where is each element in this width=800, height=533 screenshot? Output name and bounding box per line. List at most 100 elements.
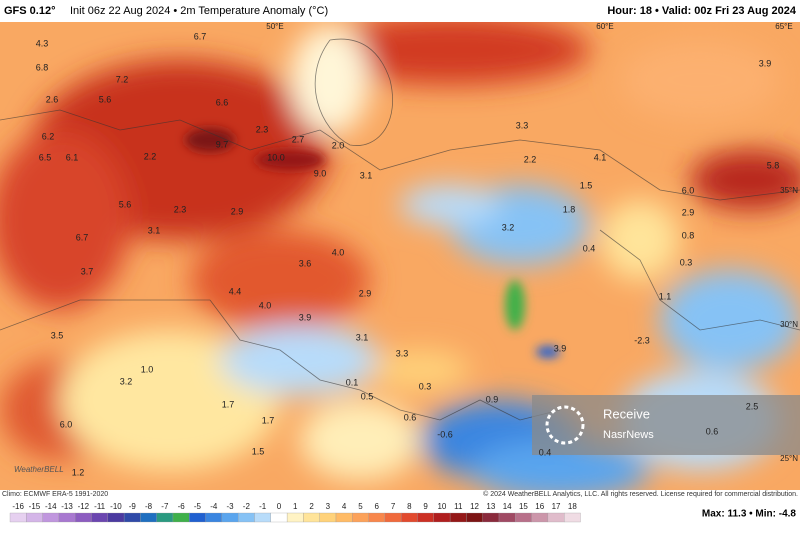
map-value: 0.5 <box>361 391 374 401</box>
colorbar-swatch <box>482 512 500 523</box>
map-value: 6.6 <box>216 97 229 107</box>
colorbar-swatch <box>515 512 532 523</box>
map-value: 0.6 <box>706 426 719 436</box>
colorbar-swatch <box>9 512 27 523</box>
colorbar-tick: -7 <box>161 502 169 511</box>
map-value: 3.9 <box>759 58 772 68</box>
map-value: 1.1 <box>659 291 672 301</box>
map-value: 9.0 <box>314 168 327 178</box>
colorbar-tick: 8 <box>407 502 412 511</box>
map-value: 6.7 <box>194 31 207 41</box>
colorbar-tick: 5 <box>358 502 363 511</box>
colorbar: -16 -15 -14 -13 -12 -11 -10 -9 -8 -7 -6 -5 -4 -3 -2 -1 0… <box>9 502 581 523</box>
colorbar-tick: -10 <box>110 502 122 511</box>
map-value: 7.2 <box>116 74 129 84</box>
colorbar-swatch <box>221 512 239 523</box>
colorbar-swatch <box>238 512 255 523</box>
colorbar-tick: -16 <box>12 502 24 511</box>
map-value: 3.1 <box>356 332 369 342</box>
map-value: 0.4 <box>539 447 552 457</box>
map-value: 0.3 <box>419 381 432 391</box>
map-value: 2.3 <box>256 124 269 134</box>
map-value: 2.9 <box>359 288 372 298</box>
watermark: Receive NasrNews <box>532 395 800 455</box>
valid-time: Hour: 18 • Valid: 00z Fri 23 Aug 2024 <box>607 5 797 17</box>
map-value: 2.3 <box>174 204 187 214</box>
map-value: 2.9 <box>231 206 244 216</box>
map-value: 6.8 <box>36 62 49 72</box>
map-value: 6.5 <box>39 152 52 162</box>
colorbar-tick: -5 <box>194 502 202 511</box>
map-value: 4.3 <box>36 38 49 48</box>
colorbar-swatch <box>75 512 92 523</box>
map-value: 3.1 <box>148 225 161 235</box>
map-value: -0.6 <box>437 429 453 439</box>
map-value: 9.7 <box>216 139 229 149</box>
map-value: 1.0 <box>141 364 154 374</box>
map-value: 4.1 <box>594 152 607 162</box>
colorbar-tick: -2 <box>243 502 251 511</box>
colorbar-swatch <box>498 512 516 523</box>
map-value: 0.3 <box>680 257 693 267</box>
map-value: 2.6 <box>46 94 59 104</box>
colorbar-tick: -14 <box>45 502 57 511</box>
stats: Max: 11.3 • Min: -4.8 <box>702 509 797 520</box>
map-value: 6.2 <box>42 131 55 141</box>
map-value: 3.7 <box>81 266 94 276</box>
colorbar-tick: 2 <box>309 502 314 511</box>
colorbar-swatch <box>335 512 353 523</box>
map-value: 3.3 <box>516 120 529 130</box>
colorbar-tick: 14 <box>503 502 512 511</box>
colorbar-tick: -15 <box>29 502 41 511</box>
colorbar-swatch <box>401 512 418 523</box>
map-value: 5.8 <box>767 160 780 170</box>
colorbar-tick: 11 <box>454 502 463 511</box>
copyright: © 2024 WeatherBELL Analytics, LLC. All r… <box>483 490 798 498</box>
map-value: 1.2 <box>72 467 85 477</box>
map-value: 2.2 <box>144 151 157 161</box>
coordinate-label: 25°N <box>780 454 798 463</box>
colorbar-tick: 6 <box>375 502 380 511</box>
colorbar-tick: -13 <box>61 502 73 511</box>
colorbar-tick: 13 <box>486 502 495 511</box>
colorbar-tick: 15 <box>519 502 528 511</box>
colorbar-swatch <box>270 512 288 523</box>
colorbar-tick: 7 <box>391 502 396 511</box>
watermark-box <box>532 395 800 455</box>
map-value: 2.0 <box>332 140 345 150</box>
colorbar-tick: -9 <box>129 502 137 511</box>
colorbar-swatch <box>564 512 581 523</box>
map-value: 3.1 <box>360 170 373 180</box>
colorbar-tick: -3 <box>226 502 234 511</box>
map-value: 0.1 <box>346 377 359 387</box>
colorbar-swatch <box>156 512 174 523</box>
colorbar-tick: 1 <box>293 502 298 511</box>
map-value: 5.6 <box>119 199 132 209</box>
watermark-text: NasrNews <box>603 429 654 441</box>
map-value: 0.6 <box>404 412 417 422</box>
colorbar-tick: -8 <box>145 502 153 511</box>
coordinate-label: 30°N <box>780 320 798 329</box>
colorbar-swatch <box>140 512 157 523</box>
coordinate-label: 60°E <box>596 22 613 31</box>
map-value: 0.4 <box>583 243 596 253</box>
colorbar-swatch <box>466 512 483 523</box>
title: Init 06z 22 Aug 2024 • 2m Temperature An… <box>70 5 328 17</box>
map-value: 2.2 <box>524 154 537 164</box>
watermark-text: Receive <box>603 406 650 421</box>
colorbar-swatch <box>303 512 320 523</box>
colorbar-tick: 12 <box>470 502 479 511</box>
colorbar-tick: 18 <box>568 502 577 511</box>
map-value: 1.7 <box>262 415 275 425</box>
map-value: 4.0 <box>332 247 345 257</box>
climo: Climo: ECMWF ERA-5 1991-2020 <box>2 491 108 498</box>
map-value: 3.9 <box>554 343 567 353</box>
colorbar-tick: 10 <box>437 502 446 511</box>
map-value: 4.0 <box>259 300 272 310</box>
colorbar-swatch <box>58 512 76 523</box>
colorbar-tick: -11 <box>94 502 106 511</box>
colorbar-swatch <box>123 512 141 523</box>
map-value: 1.5 <box>580 180 593 190</box>
map-value: 3.3 <box>396 348 409 358</box>
